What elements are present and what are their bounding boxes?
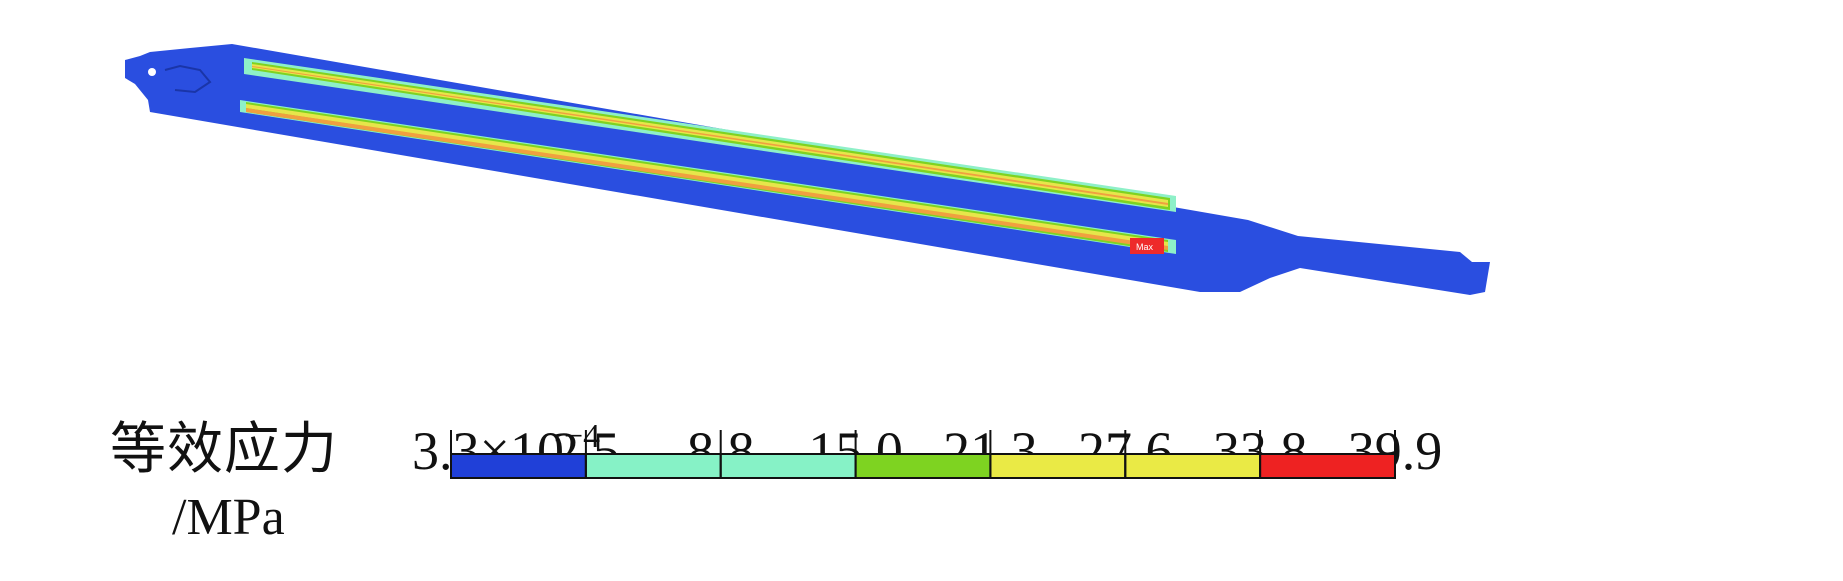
legend-tick-label: 2.5 <box>552 421 620 481</box>
legend-tick-label: 15.0 <box>808 421 903 481</box>
legend-tick-label: 27.6 <box>1078 421 1173 481</box>
legend-tick-label: 39.9 <box>1347 421 1443 481</box>
head-end <box>150 48 232 110</box>
legend-min-exponent: −4 <box>563 418 601 455</box>
max-stress-label: Max <box>1136 242 1154 252</box>
legend-tick-label: 8.8 <box>686 421 755 481</box>
legend-unit: /MPa <box>172 489 285 546</box>
legend-title: 等效应力 <box>110 419 338 481</box>
max-stress-hotspot <box>1130 238 1164 254</box>
lower-stress-band <box>240 100 1176 254</box>
head-end-detail <box>164 64 212 94</box>
legend-min-base: 3.3×10 <box>412 421 564 481</box>
legend-tick-label: 21.3 <box>943 421 1038 481</box>
legend-tick-label: 33.8 <box>1212 421 1308 481</box>
upper-stress-band <box>244 58 1176 212</box>
head-end-hole <box>148 68 156 76</box>
